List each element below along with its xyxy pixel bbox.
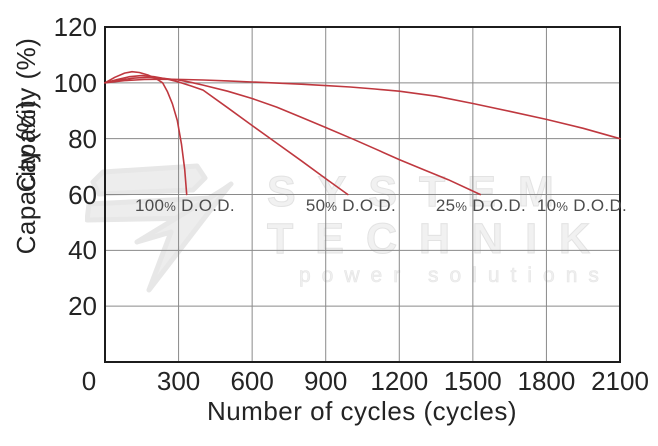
capacity-curve-25pct [104, 76, 481, 196]
x-tick-label-0: 0 [81, 366, 97, 396]
watermark-power-solutions: power solutions [299, 264, 610, 288]
dod-label-10pct: 10% D.O.D. [536, 195, 628, 215]
watermark-flash-logo-icon [85, 163, 234, 293]
x-tick-label-2100: 2100 [591, 366, 649, 396]
x-tick-label-1800: 1800 [517, 366, 576, 396]
y-tick-label-120: 120 [53, 12, 97, 42]
y-tick-label-20: 20 [68, 291, 97, 322]
dod-label-100pct: 100% D.O.D. [134, 195, 235, 215]
watermark-system: SYSTEM [267, 168, 576, 217]
capacity-curve-10pct [104, 78, 621, 140]
x-tick-label-300: 300 [156, 366, 201, 396]
y-tick-label-40: 40 [68, 235, 97, 266]
y-tick-label-80: 80 [68, 123, 97, 154]
y-tick-label-100: 100 [53, 67, 97, 98]
x-tick-label-900: 900 [304, 366, 348, 396]
x-tick-label-1500: 1500 [443, 366, 502, 396]
x-tick-label-1200: 1200 [370, 366, 429, 396]
capacity-curve-50pct [104, 74, 349, 196]
capacity-curve-100pct [104, 70, 188, 196]
watermark-technik: TECHNIK [266, 215, 613, 264]
dod-label-25pct: 25% D.O.D. [435, 195, 527, 215]
dod-label-50pct: 50% D.O.D. [305, 195, 397, 215]
y-tick-label-60: 60 [68, 179, 97, 210]
plot-border [104, 26, 621, 363]
x-axis-title: Number of cycles (cycles) [206, 396, 518, 426]
x-tick-label-600: 600 [230, 366, 274, 396]
